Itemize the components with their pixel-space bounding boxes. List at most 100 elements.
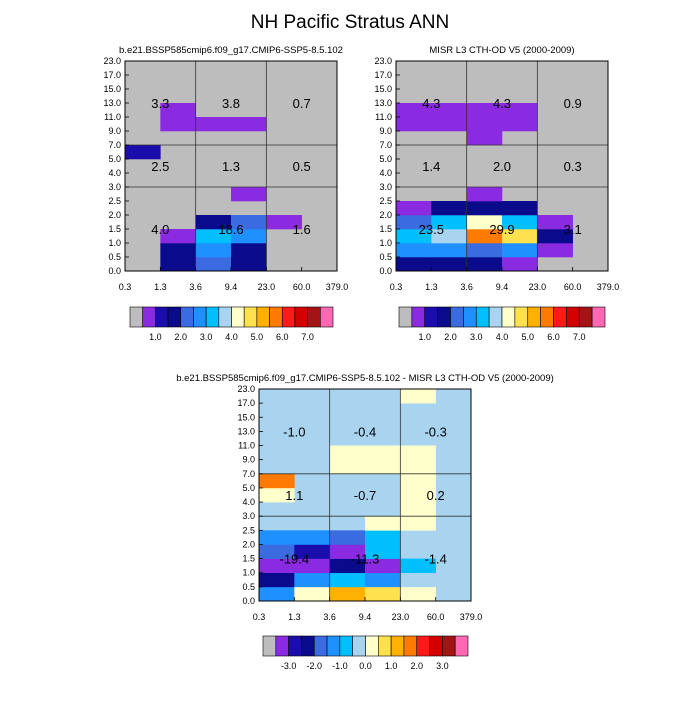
y-tick-label: 17.0	[374, 70, 392, 80]
heatmap-cell	[396, 243, 432, 258]
region-value-label: 3.1	[564, 222, 582, 237]
colorbar-box	[488, 306, 503, 328]
heatmap-cell	[231, 187, 267, 202]
colorbar-box	[378, 635, 392, 657]
heatmap-cell	[502, 201, 538, 216]
x-tick-label: 3.6	[189, 282, 202, 292]
heatmap-cell	[466, 243, 503, 258]
heatmap-cell	[537, 215, 573, 230]
colorbar-label: -2.0	[306, 661, 322, 671]
colorbar-box	[442, 635, 456, 657]
colorbar-label: 3.0	[470, 332, 483, 342]
x-tick-label: 9.4	[496, 282, 509, 292]
region-value-label: 2.0	[493, 159, 511, 174]
y-tick-label: 3.0	[242, 511, 255, 521]
colorbar-label: 5.0	[521, 332, 534, 342]
y-tick-label: 2.0	[242, 539, 255, 549]
heatmap-cell	[160, 229, 196, 244]
colorbar-box	[416, 635, 430, 657]
heatmap-cell	[502, 117, 538, 132]
heatmap-cell	[400, 487, 436, 503]
heatmap-cell	[431, 257, 467, 272]
y-tick-label: 0.5	[108, 252, 121, 262]
heatmap-cell	[365, 530, 401, 545]
colorbar-box	[269, 306, 283, 328]
heatmap-cell	[259, 586, 295, 602]
y-tick-label: 1.5	[379, 224, 392, 234]
heatmap-panel-2: MISR L3 CTH-OD V5 (2000-2009) 0.3 1.3 3.6 9.…	[374, 45, 619, 342]
heatmap-panel-1: b.e21.BSSP585cmip6.f09_g17.CMIP6-SSP5-8.…	[103, 45, 348, 342]
colorbar-box	[142, 306, 156, 328]
colorbar-box	[454, 635, 469, 657]
heatmap-cell	[266, 215, 302, 230]
colorbar-box	[256, 306, 270, 328]
colorbar-box	[501, 306, 516, 328]
colorbar-box	[288, 635, 302, 657]
y-tick-label: 17.0	[103, 70, 121, 80]
region-value-label: -1.4	[424, 552, 446, 567]
colorbar-box	[307, 306, 321, 328]
region-value-label: 0.5	[293, 159, 311, 174]
colorbar-box	[591, 306, 606, 328]
x-tick-label: 379.0	[326, 282, 349, 292]
heatmap-cell	[329, 572, 366, 588]
region-value-label: 23.5	[419, 222, 444, 237]
heatmap-cell	[294, 586, 330, 602]
y-tick-label: 4.0	[379, 168, 392, 178]
heatmap-cell	[502, 243, 538, 258]
heatmap-cell	[365, 586, 401, 602]
heatmap-cell	[160, 117, 196, 132]
y-tick-label: 15.0	[103, 84, 121, 94]
colorbar-box	[578, 306, 593, 328]
colorbar-label: 7.0	[301, 332, 314, 342]
region-value-label: 29.9	[489, 222, 514, 237]
heatmap-cell	[195, 229, 232, 244]
colorbar-box	[326, 635, 341, 657]
colorbar-label: 7.0	[573, 332, 586, 342]
x-tick-label: 1.3	[288, 612, 301, 622]
region-value-label: -0.4	[354, 424, 376, 439]
colorbar-box	[320, 306, 334, 328]
colorbar-box	[155, 306, 169, 328]
region-value-label: 0.2	[427, 488, 445, 503]
heatmap-cell	[396, 215, 432, 230]
heatmap-cell	[195, 243, 232, 258]
heatmap-cell	[431, 201, 467, 216]
y-tick-label: 5.0	[242, 483, 255, 493]
y-tick-label: 2.0	[379, 210, 392, 220]
y-tick-label: 3.0	[108, 182, 121, 192]
heatmap-cell	[259, 530, 295, 545]
y-tick-label: 13.0	[237, 426, 255, 436]
heatmap-cell	[396, 117, 432, 132]
colorbar-label: 0.0	[359, 661, 372, 671]
colorbar-box	[262, 635, 277, 657]
colorbar-box	[437, 306, 451, 328]
heatmap-cell	[231, 117, 267, 132]
heatmap-cell	[329, 459, 366, 475]
heatmap-cell	[466, 103, 503, 118]
figure-title: NH Pacific Stratus ANN	[251, 12, 450, 33]
region-value-label: 2.5	[151, 159, 169, 174]
region-value-label: -0.7	[354, 488, 376, 503]
panel-title: b.e21.BSSP585cmip6.f09_g17.CMIP6-SSP5-8.…	[119, 45, 343, 56]
heatmap-cell	[195, 117, 232, 132]
heatmap-cell	[400, 516, 436, 531]
heatmap-cell	[396, 103, 432, 118]
heatmap-cell	[329, 530, 366, 545]
colorbar-box	[339, 635, 353, 657]
y-tick-label: 11.0	[104, 112, 121, 122]
heatmap-panel-3: b.e21.BSSP585cmip6.f09_g17.CMIP6-SSP5-8.…	[176, 373, 554, 671]
colorbar-box	[475, 306, 490, 328]
x-tick-label: 60.0	[293, 282, 311, 292]
colorbar-box	[514, 306, 529, 328]
region-value-label: 1.4	[422, 159, 440, 174]
colorbar-box	[294, 306, 308, 328]
colorbar-label: 2.0	[410, 661, 423, 671]
heatmap-cell	[259, 572, 295, 588]
x-tick-label: 23.0	[392, 612, 410, 622]
colorbar-label: 1.0	[385, 661, 398, 671]
region-value-label: 0.7	[293, 96, 311, 111]
heatmap-cell	[294, 530, 330, 545]
colorbar-label: 3.0	[436, 661, 449, 671]
